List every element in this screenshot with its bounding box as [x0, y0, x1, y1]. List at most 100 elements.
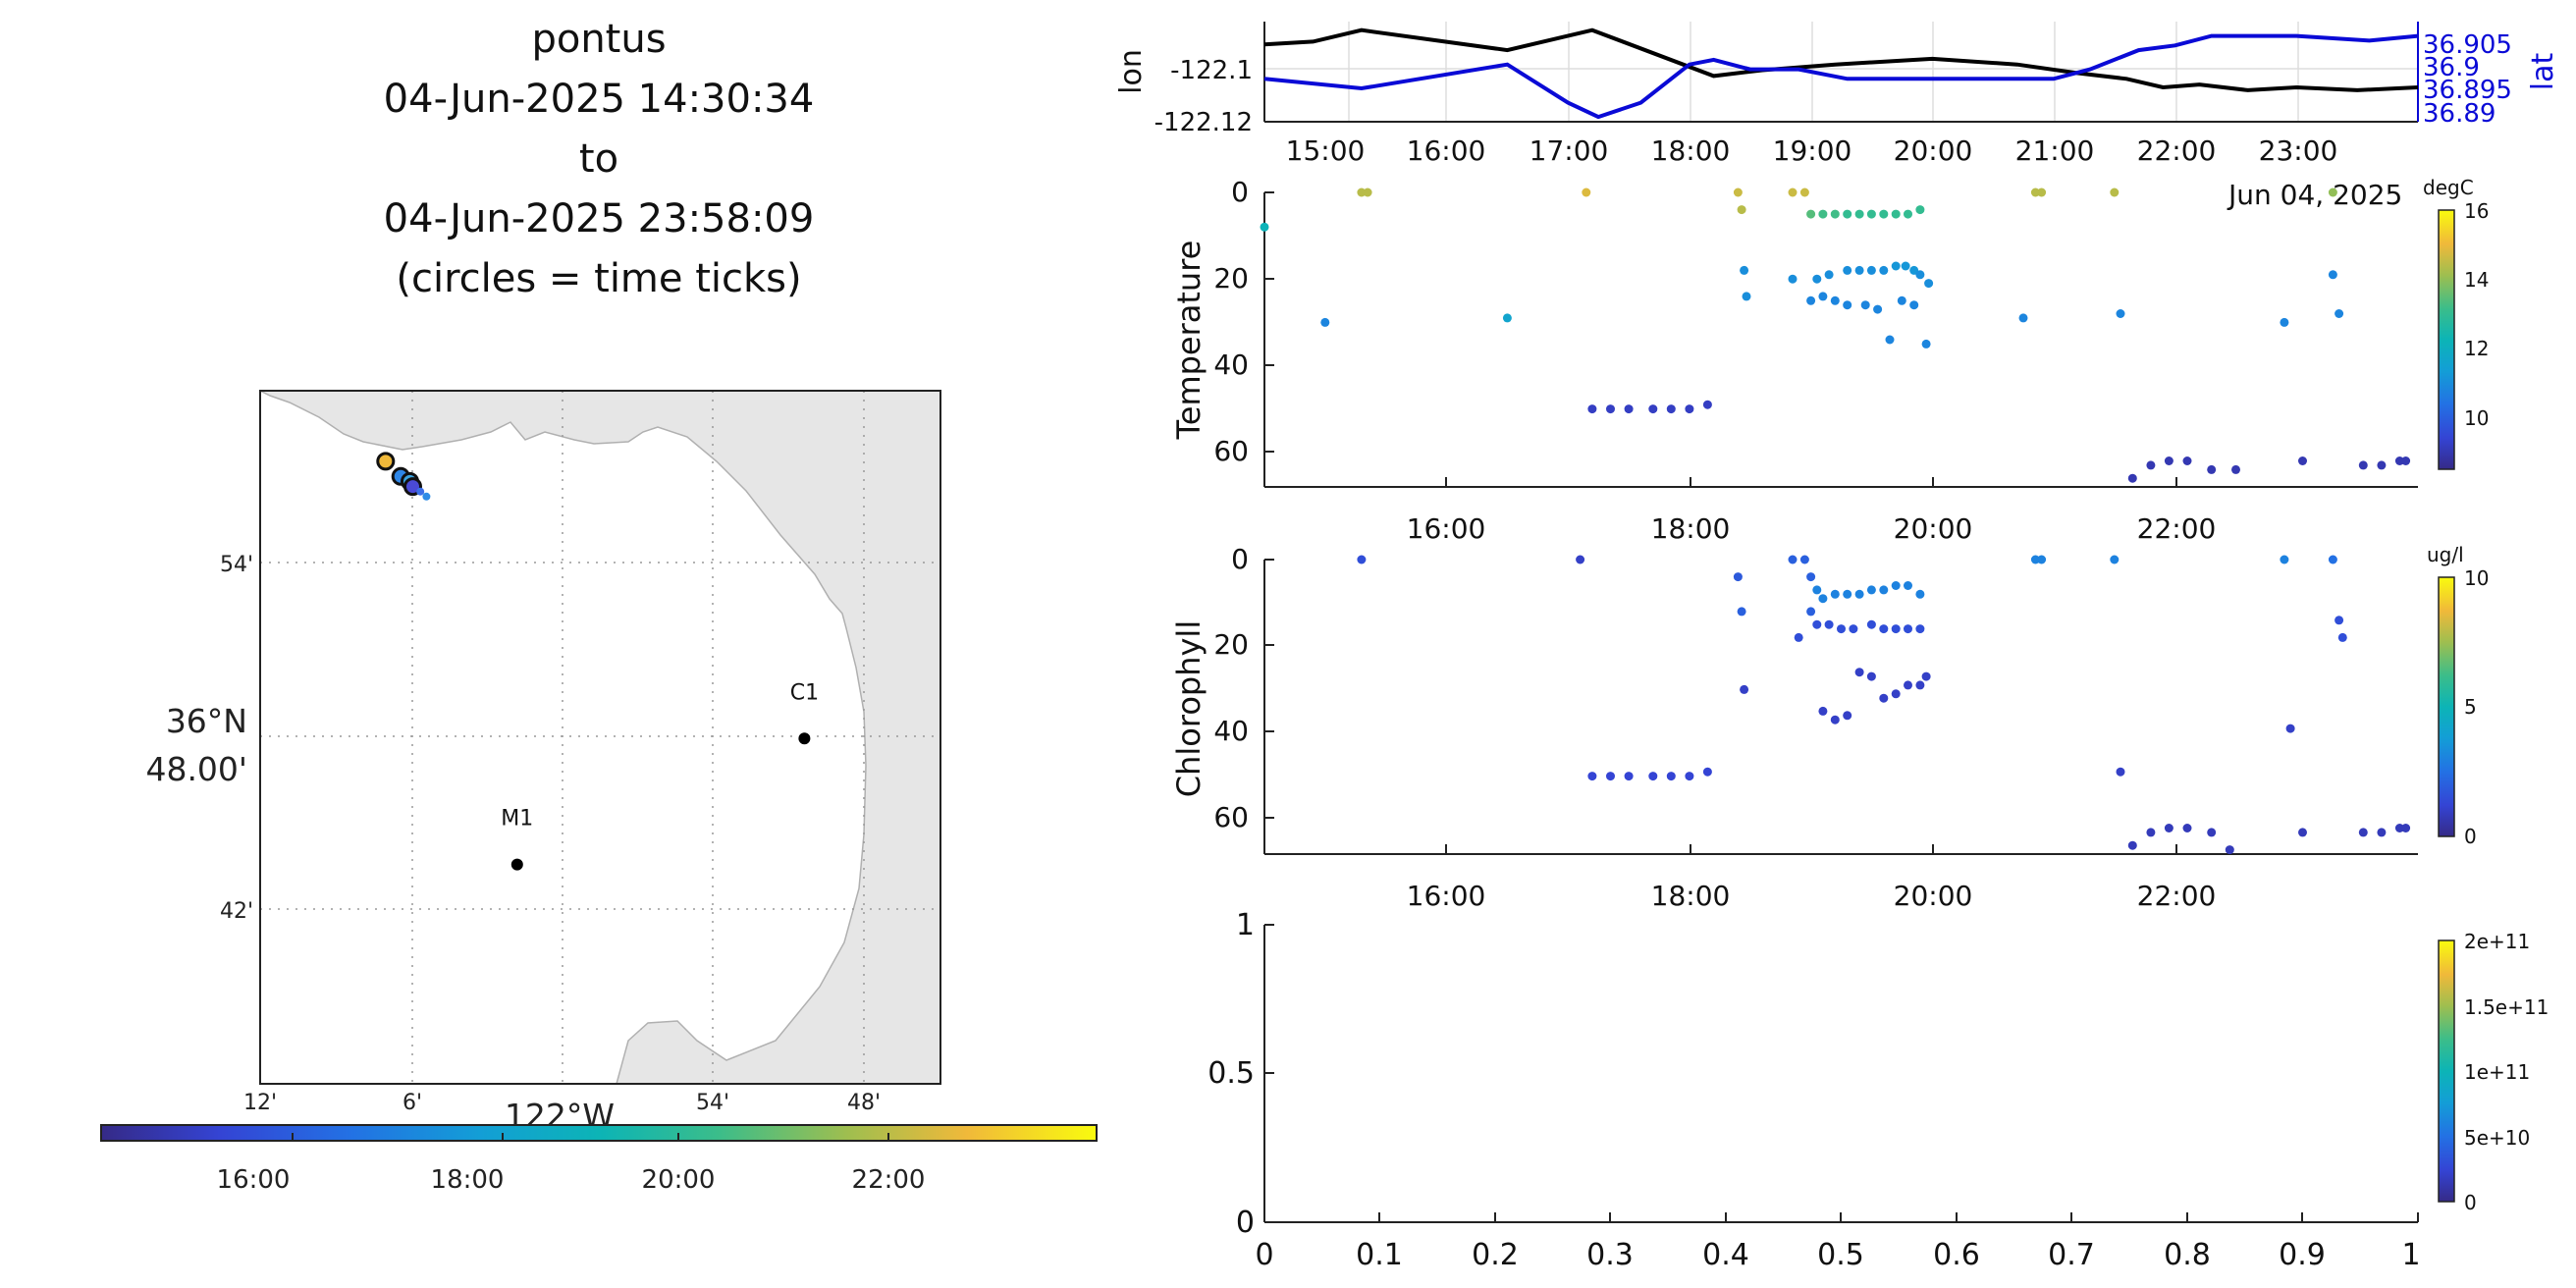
empty-x-tick: 0.1	[1356, 1238, 1403, 1272]
chlorophyll-point	[2280, 555, 2289, 564]
map-lon-tick: 48'	[847, 1091, 881, 1115]
map-stations: M1 C1	[501, 680, 819, 871]
temperature-point	[1357, 188, 1367, 197]
empty-x-tick: 0.2	[1472, 1238, 1519, 1272]
temperature-point	[1897, 295, 1906, 305]
chlorophyll-point	[1799, 555, 1809, 564]
temperature-point	[1587, 404, 1597, 414]
empty-colorbar-tick: 0	[2464, 1191, 2477, 1214]
empty-x-tick: 0.8	[2164, 1238, 2211, 1272]
lon-tick: -122.1	[1170, 56, 1253, 85]
temperature-point	[2394, 456, 2404, 465]
chlorophyll-point	[1866, 619, 1876, 629]
chlorophyll-point	[2030, 555, 2040, 564]
temperature-point	[1818, 209, 1828, 219]
empty-x-tick: 0	[1255, 1238, 1273, 1272]
chlorophyll-point	[2377, 828, 2387, 837]
temperature-point	[1502, 313, 1512, 323]
chlorophyll-y-tick: 60	[1213, 801, 1249, 833]
chlorophyll-point	[1843, 711, 1852, 721]
chlorophyll-colorbar-tick: 10	[2464, 566, 2489, 590]
temperature-colorbar-tick: 12	[2464, 337, 2489, 360]
temperature-point	[1737, 205, 1746, 215]
chlorophyll-point	[1824, 619, 1834, 629]
lon-series-line	[1263, 27, 2419, 92]
chlorophyll-y-tick: 0	[1231, 543, 1249, 575]
temperature-point	[1788, 188, 1798, 197]
empty-colorbar-tick: 1e+11	[2464, 1060, 2530, 1084]
chlorophyll-point	[1606, 772, 1615, 781]
temperature-point	[2037, 188, 2047, 197]
empty-y-tick: 1	[1236, 908, 1255, 942]
chlorophyll-colorbar-unit: ug/l	[2427, 543, 2464, 566]
temperature-point	[1915, 205, 1925, 215]
temperature-point	[2030, 188, 2040, 197]
chlorophyll-point	[1806, 572, 1816, 582]
temperature-y-tick: 40	[1213, 349, 1249, 381]
temperature-point	[1901, 261, 1910, 271]
temperature-point	[1879, 209, 1889, 219]
temperature-point	[1873, 304, 1883, 314]
empty-x-tick: 0.5	[1817, 1238, 1864, 1272]
chlorophyll-point	[1904, 581, 1912, 590]
temperature-point	[1843, 300, 1852, 310]
lat-axis-label: lat	[2526, 53, 2560, 91]
temperature-point	[1854, 265, 1864, 275]
temperature-point	[1909, 300, 1919, 310]
temperature-point	[1806, 209, 1816, 219]
lat-tick: 36.9	[2423, 53, 2480, 82]
chlorophyll-point	[1794, 632, 1803, 642]
temperature-point	[1860, 300, 1870, 310]
temperature-point	[1363, 188, 1372, 197]
map-frame	[259, 390, 941, 1085]
station-marker	[510, 858, 523, 871]
empty-x-tick: 1	[2401, 1238, 2420, 1272]
lonlat-panel: lon lat -122.1 -122.12 36.905 36.9 36.89…	[1114, 22, 2560, 167]
chlorophyll-point	[1904, 624, 1912, 634]
temperature-panel: Jun 04, 2025 Temperature 0 20 40 60 16:0…	[1170, 176, 2489, 545]
temperature-y-tick: 60	[1213, 435, 1249, 467]
title-end-time: 04-Jun-2025 23:58:09	[383, 196, 815, 242]
chlorophyll-point	[1904, 680, 1912, 690]
chlorophyll-point	[2146, 828, 2156, 837]
temperature-point	[1648, 404, 1658, 414]
track-point	[422, 492, 431, 501]
chlorophyll-point	[1837, 624, 1846, 634]
temperature-point	[1806, 295, 1816, 305]
lonlat-x-tick: 18:00	[1651, 134, 1731, 167]
chlorophyll-point	[2110, 555, 2120, 564]
temperature-y-tick: 20	[1213, 262, 1249, 295]
time-tick-circle	[376, 452, 396, 471]
title-platform: pontus	[531, 17, 667, 62]
chlorophyll-point	[1830, 589, 1840, 599]
temperature-point	[1685, 404, 1694, 414]
lonlat-x-tick: 20:00	[1894, 134, 1973, 167]
temperature-point	[1582, 188, 1591, 197]
temperature-point	[1879, 265, 1889, 275]
temperature-colorbar-tick: 16	[2464, 199, 2489, 223]
chlorophyll-point	[2225, 845, 2234, 855]
chlorophyll-point	[2182, 824, 2192, 832]
temperature-point	[2146, 460, 2156, 470]
chlorophyll-x-tick: 22:00	[2137, 880, 2217, 912]
temperature-point	[1320, 317, 1330, 327]
chlorophyll-point	[2334, 616, 2344, 625]
chlorophyll-point	[1788, 555, 1798, 564]
map-track	[376, 452, 431, 501]
chlorophyll-x-tick: 20:00	[1894, 880, 1973, 912]
chlorophyll-point	[1879, 624, 1889, 634]
empty-x-tick: 0.6	[1933, 1238, 1980, 1272]
title-to: to	[578, 136, 619, 182]
temperature-point	[1260, 222, 1269, 232]
temperature-point	[1854, 209, 1864, 219]
empty-x-tick: 0.3	[1586, 1238, 1634, 1272]
lonlat-x-tick: 15:00	[1286, 134, 1366, 167]
temperature-x-tick: 16:00	[1407, 512, 1486, 545]
temperature-point	[2164, 456, 2174, 465]
temperature-point	[1818, 292, 1828, 301]
temperature-point	[1843, 265, 1852, 275]
chlorophyll-point	[1915, 589, 1925, 599]
temperature-point	[1921, 339, 1931, 349]
temperature-point	[1824, 270, 1834, 280]
